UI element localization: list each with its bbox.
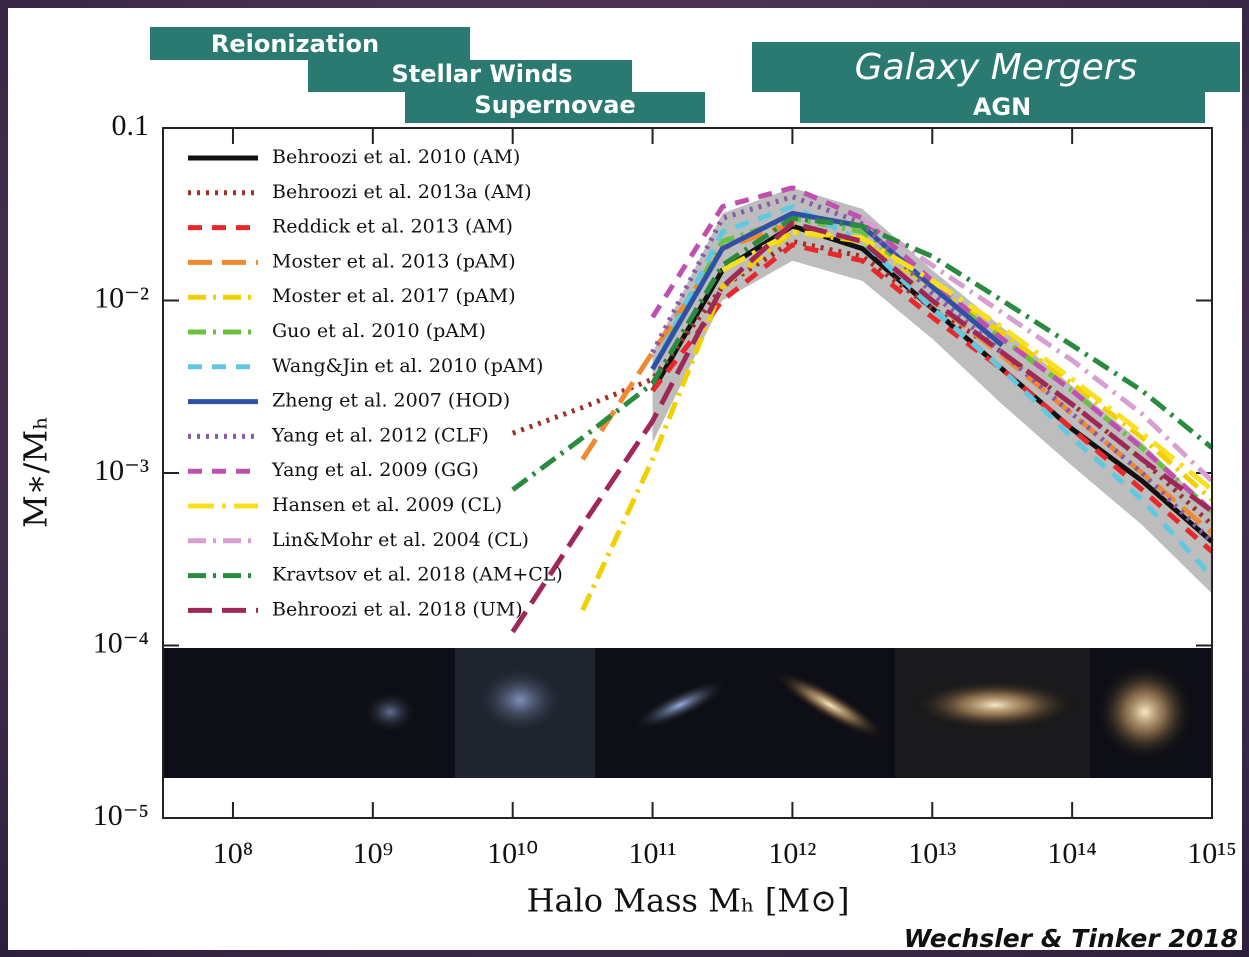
y-tick-label: 10⁻³: [94, 454, 149, 487]
y-tick-label: 10⁻⁴: [93, 626, 149, 659]
legend-label: Behroozi et al. 2018 (UM): [272, 598, 523, 620]
x-axis-label: Halo Mass Mₕ [M⊙]: [527, 882, 850, 920]
band-label: Reionization: [211, 30, 379, 58]
band-box: [405, 92, 705, 123]
band-box: [800, 92, 1205, 123]
x-tick-label: 10¹¹: [629, 837, 677, 870]
galaxy: [470, 662, 570, 738]
plot-frame: [162, 127, 1213, 819]
galaxy: [910, 679, 1080, 731]
band-label: Supernovae: [474, 91, 635, 119]
legend-label: Moster et al. 2017 (pAM): [272, 285, 516, 307]
band-box: [752, 42, 1240, 92]
x-tick-label: 10⁹: [353, 837, 393, 870]
legend-label: Wang&Jin et al. 2010 (pAM): [272, 355, 543, 377]
panel: [8, 8, 1242, 950]
band-label: AGN: [973, 93, 1031, 121]
series-line: [650, 204, 1214, 579]
y-tick-label: 10⁻²: [94, 281, 149, 314]
series-line: [510, 220, 1214, 634]
series-line: [860, 216, 1214, 483]
feedback-bands: Reionization Stellar Winds Supernovae Ga…: [150, 27, 1240, 123]
legend-label: Kravtsov et al. 2018 (AM+CL): [272, 564, 563, 586]
band-box: [150, 27, 470, 60]
legend-label: Yang et al. 2009 (GG): [271, 459, 479, 481]
y-tick-label: 10⁻⁵: [93, 799, 149, 832]
legend-label: Lin&Mohr et al. 2004 (CL): [272, 529, 529, 551]
band-label: Stellar Winds: [391, 60, 572, 88]
legend-label: Moster et al. 2013 (pAM): [272, 250, 516, 272]
series-line: [580, 229, 1214, 612]
galaxy: [773, 670, 887, 740]
x-tick-label: 10¹²: [768, 837, 816, 870]
galaxy: [629, 678, 731, 732]
series-line: [721, 229, 1214, 492]
series-line: [650, 223, 1214, 544]
galaxy: [362, 690, 418, 734]
galaxy-strip: [163, 648, 1212, 778]
y-tick-label: 0.1: [112, 109, 150, 142]
band-label: Galaxy Mergers: [855, 47, 1138, 88]
x-tick-label: 10⁸: [213, 837, 253, 870]
x-tick-label: 10¹⁵: [1187, 837, 1236, 870]
x-tick-label: 10¹³: [908, 837, 956, 870]
legend-label: Reddick et al. 2013 (AM): [272, 216, 513, 238]
x-tick-label: 10¹⁰: [487, 837, 538, 870]
credit: Wechsler & Tinker 2018: [904, 924, 1238, 953]
legend-label: Behroozi et al. 2013a (AM): [272, 181, 532, 203]
legend-label: Guo et al. 2010 (pAM): [272, 320, 486, 342]
y-axis-label: M∗/Mₕ: [17, 416, 55, 528]
legend-label: Zheng et al. 2007 (HOD): [272, 390, 510, 412]
galaxy: [1095, 662, 1195, 762]
legend-label: Behroozi et al. 2010 (AM): [272, 146, 520, 168]
legend-label: Yang et al. 2012 (CLF): [271, 424, 489, 446]
series-line: [650, 194, 1214, 544]
series-line: [650, 242, 1214, 554]
legend-label: Hansen et al. 2009 (CL): [272, 494, 502, 516]
series-line: [511, 215, 1214, 492]
x-tick-label: 10¹⁴: [1047, 837, 1096, 870]
band-box: [308, 60, 632, 92]
